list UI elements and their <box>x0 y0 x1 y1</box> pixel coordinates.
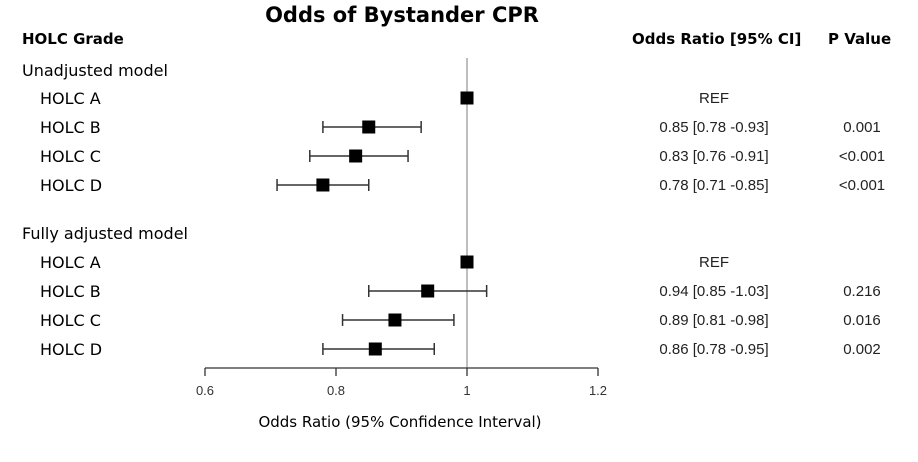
x-axis-label: Odds Ratio (95% Confidence Interval) <box>258 413 541 431</box>
point-estimate <box>460 91 474 105</box>
row-label: HOLC A <box>40 89 101 108</box>
point-estimate <box>362 120 376 134</box>
point-estimate <box>349 149 363 163</box>
ci-text: 0.94 [0.85 -1.03] <box>659 283 768 300</box>
header-odds-ratio: Odds Ratio [95% CI] <box>632 30 801 48</box>
p-value: 0.016 <box>843 312 881 329</box>
x-tick-label: 1 <box>463 383 470 398</box>
row-label: HOLC B <box>40 118 101 137</box>
p-value: 0.001 <box>843 119 881 136</box>
row-label: HOLC C <box>40 147 101 166</box>
x-tick-label: 0.8 <box>327 383 345 398</box>
ci-text: 0.78 [0.71 -0.85] <box>659 177 768 194</box>
point-estimate <box>421 284 435 298</box>
point-estimate <box>460 255 474 269</box>
row-label: HOLC B <box>40 282 101 301</box>
p-value: 0.216 <box>843 283 881 300</box>
header-p-value: P Value <box>828 30 891 48</box>
p-value: 0.002 <box>843 341 881 358</box>
chart-title: Odds of Bystander CPR <box>265 3 539 27</box>
header-holc-grade: HOLC Grade <box>22 30 124 48</box>
row-label: HOLC D <box>40 340 102 359</box>
section-label: Fully adjusted model <box>22 224 188 243</box>
x-tick-label: 1.2 <box>589 383 607 398</box>
ci-text: REF <box>699 254 729 271</box>
section-label: Unadjusted model <box>22 61 168 80</box>
p-value: <0.001 <box>839 177 885 194</box>
point-estimate <box>316 178 330 192</box>
p-value: <0.001 <box>839 148 885 165</box>
chart-marks: Unadjusted model HOLC A REF HOLC B 0.85 [0.7… <box>22 58 885 368</box>
ci-text: 0.89 [0.81 -0.98] <box>659 312 768 329</box>
row-label: HOLC D <box>40 176 102 195</box>
x-tick-label: 0.6 <box>196 383 214 398</box>
row-label: HOLC C <box>40 311 101 330</box>
point-estimate <box>388 313 402 327</box>
ci-text: REF <box>699 90 729 107</box>
x-axis: 0.6 0.8 1 1.2 <box>196 367 607 398</box>
ci-text: 0.85 [0.78 -0.93] <box>659 119 768 136</box>
ci-text: 0.86 [0.78 -0.95] <box>659 341 768 358</box>
ci-text: 0.83 [0.76 -0.91] <box>659 148 768 165</box>
row-label: HOLC A <box>40 253 101 272</box>
point-estimate <box>368 342 382 356</box>
